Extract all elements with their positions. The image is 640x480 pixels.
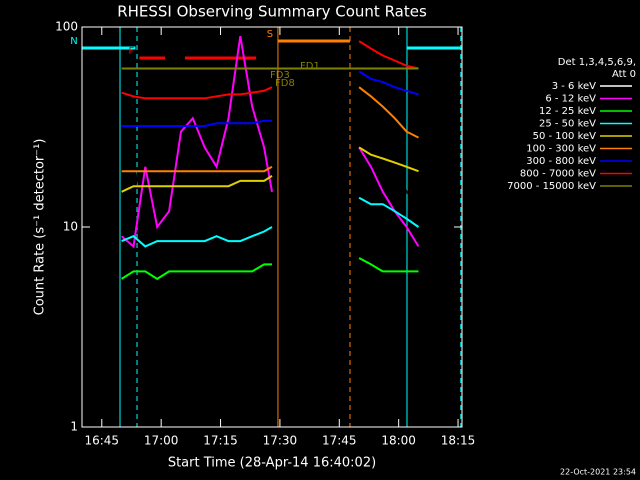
series-line: [121, 40, 419, 100]
legend-label: 300 - 800 keV: [526, 156, 596, 167]
chart-title: RHESSI Observing Summary Count Rates: [117, 3, 427, 21]
legend-label: 12 - 25 keV: [539, 106, 596, 117]
x-tick-label: 17:30: [263, 434, 298, 448]
legend-label: 25 - 50 keV: [539, 119, 596, 130]
flag-label: F: [129, 46, 135, 57]
series-line: [121, 86, 419, 173]
x-axis-label: Start Time (28-Apr-14 16:40:02): [168, 456, 376, 471]
flag-label: N: [70, 36, 77, 47]
flag-label: S: [267, 29, 273, 40]
annotation: FD3: [270, 70, 290, 81]
legend-label: 6 - 12 keV: [545, 94, 596, 105]
series-line: [120, 103, 420, 212]
y-tick-label: 100: [55, 20, 78, 34]
legend-title: Att 0: [612, 69, 636, 80]
y-axis-label: Count Rate (s⁻¹ detector⁻¹): [33, 139, 48, 316]
legend-label: 3 - 6 keV: [552, 81, 596, 92]
series-line: [121, 70, 419, 127]
y-tick-label: 1: [70, 420, 78, 434]
x-tick-label: 17:15: [203, 434, 238, 448]
x-tick-label: 17:00: [144, 434, 179, 448]
series-line: [120, 36, 420, 249]
annotation: FD1: [300, 61, 320, 72]
series-line: [121, 257, 419, 281]
legend-label: 50 - 100 keV: [533, 131, 597, 142]
legend-label: 800 - 7000 keV: [520, 169, 596, 180]
legend-label: 7000 - 15000 keV: [507, 181, 596, 192]
legend-title: Det 1,3,4,5,6,9,: [558, 57, 636, 68]
annotation: FD8: [275, 78, 295, 89]
series-line: [121, 196, 420, 248]
x-tick-label: 16:45: [84, 434, 119, 448]
legend-label: 100 - 300 keV: [526, 144, 596, 155]
x-tick-label: 18:15: [441, 434, 476, 448]
series-line: [121, 146, 419, 193]
x-tick-label: 18:00: [381, 434, 416, 448]
y-tick-label: 10: [63, 220, 78, 234]
x-tick-label: 17:45: [322, 434, 357, 448]
footer: 22-Oct-2021 23:54: [560, 468, 636, 477]
